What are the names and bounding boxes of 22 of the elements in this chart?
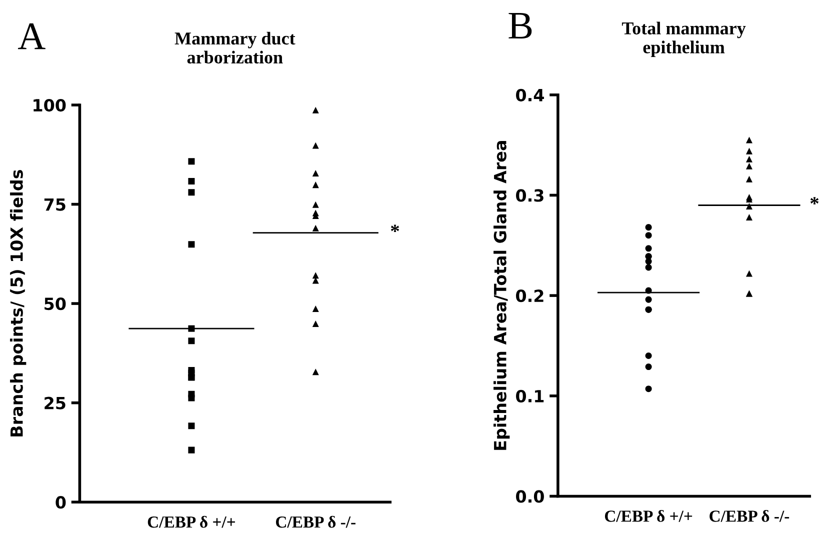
y-tick-label: 75 xyxy=(44,198,66,211)
y-tick-label: 0.2 xyxy=(516,290,544,302)
text: * xyxy=(390,224,400,232)
y-tick-label: 50 xyxy=(44,298,66,310)
y-tick-label: 0 xyxy=(56,496,66,509)
text: * xyxy=(810,197,819,204)
y-tick-label: 0.3 xyxy=(516,189,544,202)
y-tick-label: 0.0 xyxy=(516,490,544,503)
y-axis-title: Epithelium Area/Total Gland Area xyxy=(494,141,510,450)
y-tick-label: 0.4 xyxy=(516,88,544,102)
y-tick-label: 100 xyxy=(34,98,66,112)
y-tick-label: 25 xyxy=(44,396,66,410)
x-tick-label: C/EBP δ -/- xyxy=(276,516,356,528)
chart-title: Mammary duct arborization xyxy=(174,32,296,64)
x-tick-label: C/EBP δ -/- xyxy=(710,510,790,522)
chart-title: Total mammary epithelium xyxy=(622,22,746,58)
text: B xyxy=(508,12,532,39)
y-axis-title: Branch points/ (5) 10X fields xyxy=(10,170,26,436)
y-tick-label: 0.1 xyxy=(516,390,544,402)
x-tick-label: C/EBP δ +/+ xyxy=(604,510,692,522)
x-tick-label: C/EBP δ +/+ xyxy=(148,516,235,528)
text: A xyxy=(18,23,46,50)
